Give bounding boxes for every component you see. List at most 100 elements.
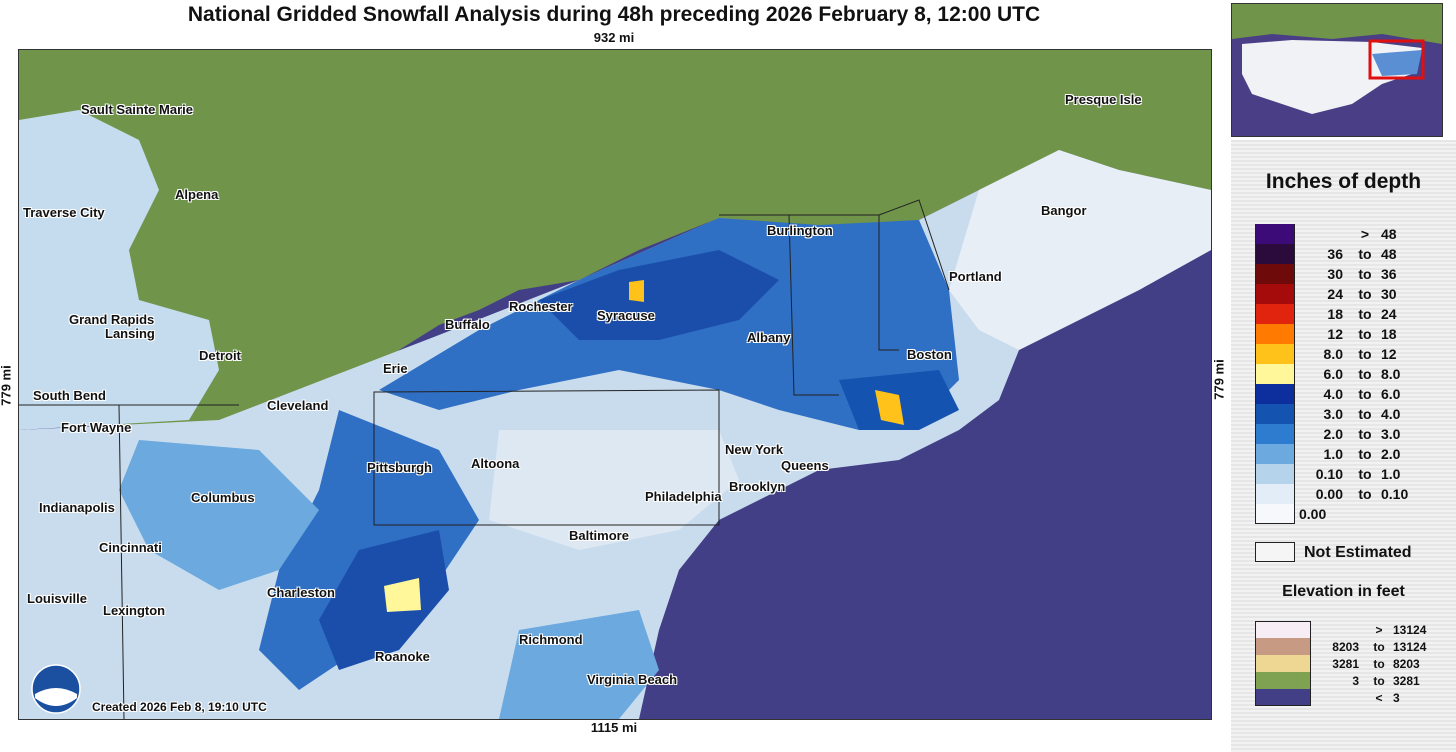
city-label: Lexington xyxy=(103,603,166,618)
scale-top-label: 932 mi xyxy=(593,30,635,45)
city-label: Rochester xyxy=(509,299,573,314)
legend-swatch xyxy=(1255,284,1295,304)
legend-row: 36 to 48 xyxy=(1255,244,1455,264)
city-label: Brooklyn xyxy=(729,479,786,494)
elevation-swatch xyxy=(1255,621,1311,638)
city-label: Boston xyxy=(907,347,952,362)
legend-swatch xyxy=(1255,244,1295,264)
legend-swatch xyxy=(1255,404,1295,424)
created-timestamp: Created 2026 Feb 8, 19:10 UTC xyxy=(92,700,267,714)
legend-low: 30 xyxy=(1327,266,1343,282)
city-label: Erie xyxy=(383,361,408,376)
virginia-band xyxy=(499,610,659,719)
legend-to: to xyxy=(1358,306,1372,322)
legend-to: to xyxy=(1358,286,1372,302)
city-label: Roanoke xyxy=(375,649,430,664)
legend-swatch xyxy=(1255,424,1295,444)
map-graphic xyxy=(19,50,1211,719)
elevation-row: 3 to 3281 xyxy=(1255,672,1455,689)
city-label: Alpena xyxy=(175,187,219,202)
legend-row: 6.0 to 8.0 xyxy=(1255,364,1455,384)
wv-heavy-band xyxy=(319,530,449,670)
snowfall-map[interactable]: Sault Sainte Marie Alpena Traverse City … xyxy=(18,49,1212,720)
legend-low: 4.0 xyxy=(1323,386,1343,402)
city-label: South Bend xyxy=(33,388,106,403)
elevation-row: 3281 to 8203 xyxy=(1255,655,1455,672)
city-label: Cincinnati xyxy=(99,540,162,555)
legend-panel: Inches of depth >48 36 to 48 30 to 36 24 to 30… xyxy=(1231,140,1456,752)
city-label: Queens xyxy=(781,458,829,473)
legend-to: to xyxy=(1358,366,1372,382)
legend-to: to xyxy=(1358,406,1372,422)
elevation-high: 3 xyxy=(1393,691,1400,705)
legend-to: to xyxy=(1358,246,1372,262)
scale-left-label: 779 mi xyxy=(0,365,14,406)
city-label: Detroit xyxy=(199,348,241,363)
legend-swatch xyxy=(1255,504,1295,524)
legend-swatch xyxy=(1255,224,1295,244)
legend-high: 3.0 xyxy=(1381,426,1401,442)
legend-swatch xyxy=(1255,384,1295,404)
maine-light xyxy=(949,150,1211,350)
legend-row: 2.0 to 3.0 xyxy=(1255,424,1455,444)
elevation-high: 8203 xyxy=(1393,657,1420,671)
legend-swatch xyxy=(1255,444,1295,464)
legend-to: to xyxy=(1358,266,1372,282)
elevation-swatch xyxy=(1255,655,1311,672)
city-label: Burlington xyxy=(767,223,833,238)
ny-heavy-band xyxy=(539,250,779,340)
city-label: Grand Rapids xyxy=(69,312,155,327)
legend-high: 2.0 xyxy=(1381,446,1401,462)
legend-row: 12 to 18 xyxy=(1255,324,1455,344)
elevation-row: 8203 to 13124 xyxy=(1255,638,1455,655)
ri-heavy-snow xyxy=(875,390,904,425)
city-label: Charleston xyxy=(267,585,335,600)
legend-row: 30 to 36 xyxy=(1255,264,1455,284)
legend-high: 1.0 xyxy=(1381,466,1401,482)
scale-right-label: 779 mi xyxy=(1211,359,1227,400)
legend-low: 12 xyxy=(1327,326,1343,342)
elevation-high: 3281 xyxy=(1393,674,1420,688)
legend-to: to xyxy=(1358,386,1372,402)
legend-low: 18 xyxy=(1327,306,1343,322)
inset-map-graphic xyxy=(1232,4,1442,136)
elevation-high: 13124 xyxy=(1393,640,1427,654)
legend-swatch xyxy=(1255,324,1295,344)
legend-high: 36 xyxy=(1381,266,1397,282)
inset-locator-map xyxy=(1231,3,1443,137)
not-estimated-label: Not Estimated xyxy=(1304,544,1412,561)
elevation-low: 3 xyxy=(1352,674,1359,688)
legend-high: 24 xyxy=(1381,306,1397,322)
noaa-logo xyxy=(31,664,81,714)
legend-row: 0.00 xyxy=(1255,504,1455,524)
legend-swatch xyxy=(1255,264,1295,284)
city-label: Lansing xyxy=(105,326,155,341)
city-label: Albany xyxy=(747,330,791,345)
legend-row: 1.0 to 2.0 xyxy=(1255,444,1455,464)
map-title: National Gridded Snowfall Analysis durin… xyxy=(187,3,1041,26)
legend-high: 6.0 xyxy=(1381,386,1401,402)
legend-high: 0.10 xyxy=(1381,486,1409,502)
legend-low: 3.0 xyxy=(1323,406,1343,422)
legend-low: 8.0 xyxy=(1323,346,1343,362)
legend-row: 18 to 24 xyxy=(1255,304,1455,324)
legend-low: 0.00 xyxy=(1315,486,1343,502)
city-label: Philadelphia xyxy=(645,489,722,504)
elevation-to: to xyxy=(1373,674,1385,688)
midwest-borders xyxy=(19,404,239,719)
scale-bottom-label: 1115 mi xyxy=(590,720,638,735)
city-label: Indianapolis xyxy=(39,500,115,515)
legend-row: 24 to 30 xyxy=(1255,284,1455,304)
elevation-low: 3281 xyxy=(1332,657,1359,671)
city-label: Baltimore xyxy=(569,528,629,543)
legend-high: 4.0 xyxy=(1381,406,1401,422)
legend-high: 8.0 xyxy=(1381,366,1401,382)
city-label: Pittsburgh xyxy=(367,460,432,475)
city-label: Buffalo xyxy=(445,317,490,332)
michigan-area xyxy=(19,110,219,430)
elevation-to: > xyxy=(1375,623,1383,637)
city-label: Louisville xyxy=(27,591,87,606)
elevation-title: Elevation in feet xyxy=(1282,583,1405,600)
legend-to: to xyxy=(1358,466,1372,482)
legend-row: 8.0 to 12 xyxy=(1255,344,1455,364)
